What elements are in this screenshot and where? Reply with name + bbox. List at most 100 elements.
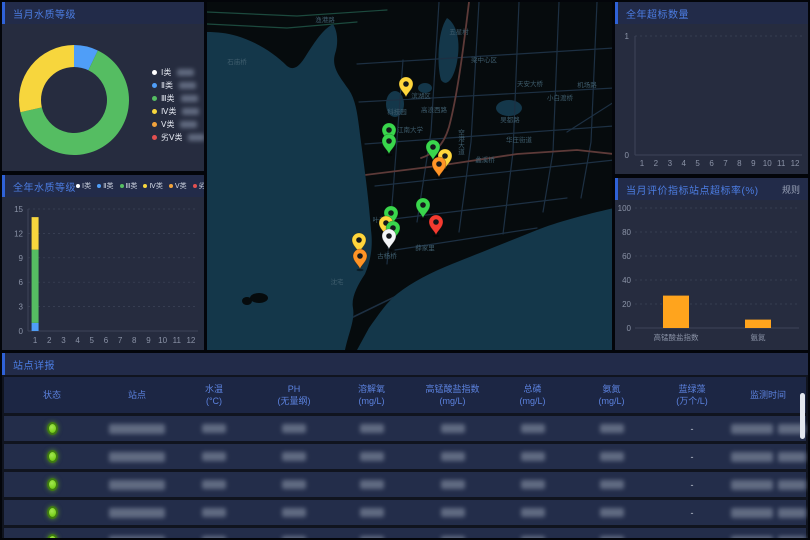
legend-dot — [76, 184, 80, 188]
rate-bar-氨氮[interactable] — [745, 320, 771, 328]
legend-item[interactable]: Ⅴ类 — [152, 118, 204, 131]
time-cell — [730, 508, 806, 518]
legend-label: Ⅴ类 — [161, 119, 174, 130]
table-header-cell: 蓝绿藻(万个/L) — [654, 383, 730, 407]
panel-month-quality: 当月水质等级 Ⅰ类Ⅱ类Ⅲ类Ⅳ类Ⅴ类劣Ⅴ类 — [2, 2, 204, 171]
legend-item[interactable]: 劣Ⅴ类 — [193, 181, 204, 191]
svg-text:12: 12 — [14, 229, 23, 238]
value-redacted — [202, 452, 226, 461]
stacked-bar-chart[interactable]: 03691215123456789101112 — [2, 197, 201, 350]
legend-item[interactable]: Ⅳ类 — [143, 181, 162, 191]
monitor-time-redacted — [731, 536, 806, 539]
table-header-cell: 状态 — [4, 389, 100, 401]
svg-text:12: 12 — [186, 336, 195, 345]
legend-value-redacted — [181, 95, 198, 102]
map[interactable]: 石庙桥渔港路滨湖区五星村梁中心区天安大桥机场路小白渡桥高浪西路江南大学科技园吴都… — [207, 2, 612, 350]
status-cell — [4, 478, 100, 491]
table-row[interactable]: - — [4, 472, 806, 497]
station-name-redacted — [109, 424, 165, 434]
monitor-time-redacted — [731, 424, 806, 434]
legend-value-redacted — [179, 82, 196, 89]
legend-item[interactable]: Ⅳ类 — [152, 105, 204, 118]
svg-text:9: 9 — [751, 159, 756, 168]
legend-item[interactable]: Ⅲ类 — [152, 92, 204, 105]
table-header-cell: 水温(°C) — [174, 383, 254, 407]
svg-text:6: 6 — [709, 159, 714, 168]
donut-slice-Ⅳ类[interactable] — [19, 45, 74, 112]
stacked-bar-segment[interactable] — [32, 323, 39, 331]
svg-text:0: 0 — [627, 324, 632, 333]
algae-value: - — [691, 452, 694, 462]
stacked-bar-segment[interactable] — [32, 250, 39, 323]
table-header-row: 状态站点水温(°C)PH(无量纲)溶解氧(mg/L)高锰酸盐指数(mg/L)总磷… — [4, 377, 806, 413]
panel-year-exceed: 全年超标数量 10123456789101112 — [615, 2, 808, 174]
svg-text:15: 15 — [14, 205, 23, 214]
panel-month-rate: 当月评价指标站点超标率(%) 规则 020406080100高锰酸盐指数氨氮 — [615, 178, 808, 350]
legend-item[interactable]: Ⅰ类 — [76, 181, 91, 191]
value-redacted — [521, 480, 545, 489]
value-cell — [496, 508, 569, 517]
svg-text:1: 1 — [33, 336, 38, 345]
legend-item[interactable]: 劣Ⅴ类 — [152, 131, 204, 144]
station-name-redacted — [109, 536, 165, 539]
time-cell — [730, 536, 806, 539]
station-name-redacted — [109, 452, 165, 462]
legend-value-redacted — [188, 134, 204, 141]
value-cell — [334, 536, 409, 538]
station-cell — [100, 424, 174, 434]
panel-header: 当月评价指标站点超标率(%) 规则 — [615, 178, 808, 200]
table-scrollbar-thumb[interactable] — [800, 393, 805, 439]
value-cell — [569, 508, 654, 517]
svg-text:100: 100 — [618, 204, 632, 213]
rules-link[interactable]: 规则 — [782, 183, 800, 196]
value-cell — [174, 508, 254, 517]
value-cell — [409, 452, 496, 461]
panel-title: 当月评价指标站点超标率(%) — [626, 182, 759, 197]
svg-text:9: 9 — [146, 336, 151, 345]
legend-label: Ⅴ类 — [175, 181, 187, 191]
table-row[interactable]: - — [4, 500, 806, 525]
value-cell — [254, 508, 334, 517]
value-redacted — [521, 536, 545, 538]
station-name-redacted — [109, 508, 165, 518]
rate-bar-chart[interactable]: 020406080100高锰酸盐指数氨氮 — [615, 200, 808, 350]
table-row[interactable]: - — [4, 444, 806, 469]
table-header-cell: 监测时间 — [730, 389, 806, 401]
svg-text:2: 2 — [654, 159, 659, 168]
panel-header: 全年水质等级 Ⅰ类Ⅱ类Ⅲ类Ⅳ类Ⅴ类劣Ⅴ类 — [2, 175, 204, 197]
table-header-cell: PH(无量纲) — [254, 383, 334, 407]
svg-text:3: 3 — [61, 336, 66, 345]
legend-item[interactable]: Ⅱ类 — [152, 79, 204, 92]
legend-item[interactable]: Ⅰ类 — [152, 66, 204, 79]
map-panel[interactable]: 石庙桥渔港路滨湖区五星村梁中心区天安大桥机场路小白渡桥高浪西路江南大学科技园吴都… — [207, 2, 612, 350]
legend-dot — [193, 184, 197, 188]
table-row[interactable]: - — [4, 528, 806, 538]
svg-text:11: 11 — [777, 159, 786, 168]
legend-item[interactable]: Ⅲ类 — [120, 181, 138, 191]
map-label: 科技园 — [387, 107, 407, 116]
time-clock-redacted — [778, 508, 806, 518]
legend-item[interactable]: Ⅱ类 — [97, 181, 113, 191]
svg-text:8: 8 — [737, 159, 742, 168]
time-date-redacted — [731, 480, 773, 490]
legend-label: Ⅲ类 — [161, 93, 175, 104]
value-cell — [334, 424, 409, 433]
legend-dot — [169, 184, 173, 188]
value-cell — [496, 424, 569, 433]
table-header-cell: 总磷(mg/L) — [496, 383, 569, 407]
legend-item[interactable]: Ⅴ类 — [169, 181, 187, 191]
table-row[interactable]: - — [4, 416, 806, 441]
station-cell — [100, 508, 174, 518]
value-cell — [409, 536, 496, 538]
time-cell — [730, 424, 806, 434]
value-redacted — [202, 536, 226, 538]
algae-value: - — [691, 536, 694, 539]
legend-dot — [152, 109, 157, 114]
value-cell — [174, 424, 254, 433]
rate-bar-高锰酸盐指数[interactable] — [663, 296, 689, 328]
value-cell — [569, 480, 654, 489]
exceed-chart[interactable]: 10123456789101112 — [615, 24, 808, 174]
stacked-bar-segment[interactable] — [32, 217, 39, 250]
svg-text:9: 9 — [19, 254, 24, 263]
rate-chart-area: 020406080100高锰酸盐指数氨氮 — [615, 200, 808, 350]
